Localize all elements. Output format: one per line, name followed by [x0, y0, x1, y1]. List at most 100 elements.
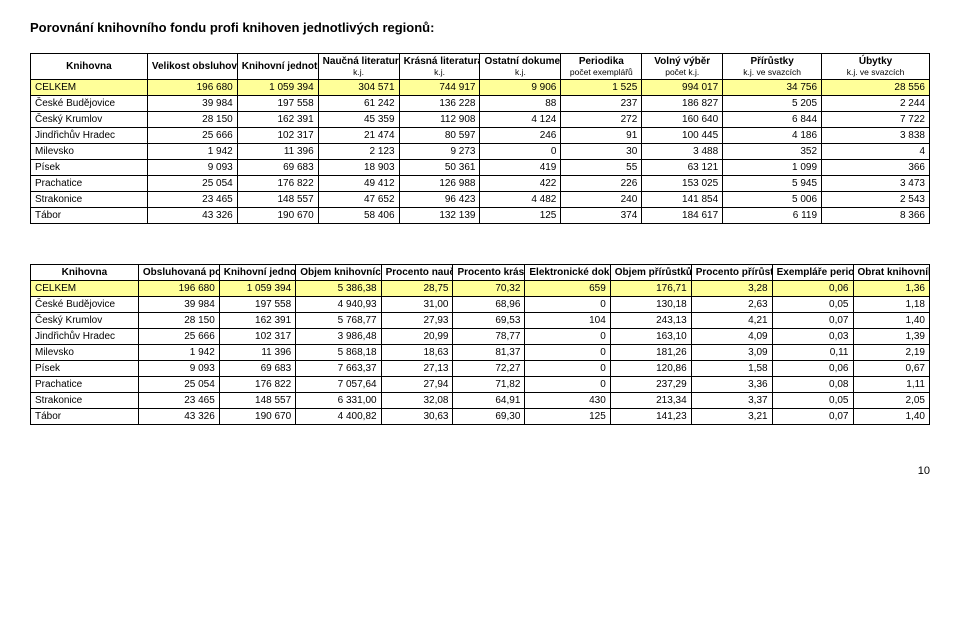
data-cell: 197 558	[219, 297, 295, 313]
table1-container: Knihovna Velikost obsluhované populace Kni…	[30, 53, 930, 224]
data-cell: 3,37	[691, 393, 772, 409]
header-sub: počet k.j.	[646, 67, 718, 77]
data-cell: 237,29	[610, 377, 691, 393]
data-cell: 4,09	[691, 329, 772, 345]
data-cell: 32,08	[381, 393, 453, 409]
column-header: Naučná literaturak.j.	[318, 54, 399, 80]
table-row: Strakonice23 465148 55747 65296 4234 482…	[31, 192, 930, 208]
row-label-cell: Milevsko	[31, 144, 148, 160]
data-cell: 28 150	[147, 112, 237, 128]
data-cell: 2 123	[318, 144, 399, 160]
data-cell: 81,37	[453, 345, 525, 361]
header-sub: počet exemplářů	[565, 67, 637, 77]
data-cell: 141,23	[610, 409, 691, 425]
data-cell: 226	[561, 176, 642, 192]
data-cell: 25 054	[138, 377, 219, 393]
data-cell: 31,00	[381, 297, 453, 313]
data-cell: 88	[480, 96, 561, 112]
data-cell: 1 099	[723, 160, 822, 176]
data-cell: 213,34	[610, 393, 691, 409]
data-cell: 120,86	[610, 361, 691, 377]
data-cell: 0	[525, 297, 610, 313]
data-cell: 1,39	[853, 329, 930, 345]
data-cell: 148 557	[219, 393, 295, 409]
data-cell: 125	[480, 208, 561, 224]
data-cell: 69 683	[219, 361, 295, 377]
column-header: Knihovní jednotky celkem 2006	[237, 54, 318, 80]
header-main: Volný výběr	[654, 56, 710, 67]
data-cell: 163,10	[610, 329, 691, 345]
data-cell: 304 571	[318, 80, 399, 96]
table-row: CELKEM196 6801 059 3945 386,3828,7570,32…	[31, 281, 930, 297]
data-cell: 162 391	[237, 112, 318, 128]
header-main: Velikost obsluhované populace	[152, 61, 237, 72]
data-cell: 659	[525, 281, 610, 297]
data-cell: 246	[480, 128, 561, 144]
data-cell: 27,94	[381, 377, 453, 393]
data-cell: 102 317	[237, 128, 318, 144]
data-cell: 2,63	[691, 297, 772, 313]
header-sub: k.j. ve svazcích	[826, 67, 925, 77]
data-cell: 18 903	[318, 160, 399, 176]
data-cell: 0	[525, 361, 610, 377]
table-row: Písek9 09369 6837 663,3727,1372,270120,8…	[31, 361, 930, 377]
row-label-cell: Jindřichův Hradec	[31, 329, 139, 345]
data-cell: 20,99	[381, 329, 453, 345]
data-cell: 91	[561, 128, 642, 144]
data-cell: 0	[480, 144, 561, 160]
column-header: Knihovna	[31, 54, 148, 80]
data-cell: 6 119	[723, 208, 822, 224]
data-cell: 153 025	[642, 176, 723, 192]
data-cell: 11 396	[219, 345, 295, 361]
data-cell: 184 617	[642, 208, 723, 224]
data-cell: 104	[525, 313, 610, 329]
data-cell: 744 917	[399, 80, 480, 96]
data-cell: 9 093	[138, 361, 219, 377]
column-header: Objem knihovních jednotek na 1000 obyvat…	[296, 265, 381, 281]
header-sub: k.j.	[323, 67, 395, 77]
data-cell: 0,06	[772, 361, 853, 377]
data-cell: 3 488	[642, 144, 723, 160]
data-cell: 1,36	[853, 281, 930, 297]
data-cell: 27,93	[381, 313, 453, 329]
header-sub: k.j. ve svazcích	[727, 67, 817, 77]
header-main: Obsluhovaná populace	[143, 267, 219, 278]
column-header: Knihovna	[31, 265, 139, 281]
row-label-cell: Písek	[31, 361, 139, 377]
data-cell: 34 756	[723, 80, 822, 96]
data-cell: 9 273	[399, 144, 480, 160]
data-cell: 9 093	[147, 160, 237, 176]
data-cell: 4	[822, 144, 930, 160]
header-main: Krásná literatura	[404, 56, 480, 67]
data-cell: 27,13	[381, 361, 453, 377]
column-header: Objem přírůstků na 1000 obyvatel	[610, 265, 691, 281]
data-cell: 102 317	[219, 329, 295, 345]
data-cell: 125	[525, 409, 610, 425]
header-main: Knihovna	[62, 267, 108, 278]
data-cell: 4 186	[723, 128, 822, 144]
data-cell: 240	[561, 192, 642, 208]
data-cell: 176 822	[219, 377, 295, 393]
row-label-cell: Prachatice	[31, 377, 139, 393]
column-header: Velikost obsluhované populace	[147, 54, 237, 80]
header-main: Procento přírůstku z celkového fondu	[696, 267, 772, 278]
data-cell: 0,11	[772, 345, 853, 361]
header-main: Obrat knihovního fondu	[858, 267, 930, 278]
data-cell: 0	[525, 377, 610, 393]
data-cell: 23 465	[147, 192, 237, 208]
table-row: České Budějovice39 984197 55861 242136 2…	[31, 96, 930, 112]
column-header: Elektronické dokumenty celkem	[525, 265, 610, 281]
data-cell: 25 666	[147, 128, 237, 144]
header-main: Knihovní jednotky celkem 2006	[242, 61, 318, 72]
data-cell: 3,28	[691, 281, 772, 297]
data-cell: 28 150	[138, 313, 219, 329]
data-cell: 18,63	[381, 345, 453, 361]
row-label-cell: Český Krumlov	[31, 313, 139, 329]
data-cell: 68,96	[453, 297, 525, 313]
data-cell: 2,05	[853, 393, 930, 409]
data-cell: 0,05	[772, 393, 853, 409]
comparison-table-2: KnihovnaObsluhovaná populaceKnihovní jed…	[30, 264, 930, 425]
data-cell: 1,58	[691, 361, 772, 377]
data-cell: 3,36	[691, 377, 772, 393]
data-cell: 69,53	[453, 313, 525, 329]
